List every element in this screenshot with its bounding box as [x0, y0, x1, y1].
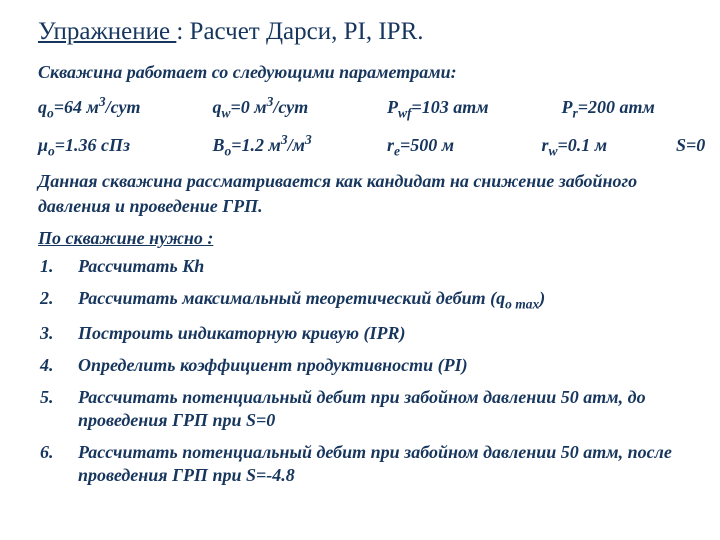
tasks-title: По скважине нужно : — [38, 228, 690, 249]
tasks-list: Рассчитать Kh Рассчитать максимальный те… — [38, 255, 690, 487]
title-rest: : Расчет Дарси, PI, IPR. — [176, 18, 423, 45]
param-qo: qo=64 м3/сут — [38, 94, 208, 122]
param-pr: Pr=200 атм — [562, 97, 692, 122]
intro-line: Скважина работает со следующими параметр… — [38, 60, 690, 84]
params-row-2: μo=1.36 сПз Bo=1.2 м3/м3 re=500 м rw=0.1… — [38, 132, 690, 160]
task-5: Рассчитать потенциальный дебит при забой… — [58, 386, 690, 432]
param-qw: qw=0 м3/сут — [213, 94, 383, 122]
title-underlined: Упражнение — [38, 18, 176, 45]
param-re: re=500 м — [387, 135, 537, 160]
task-6: Рассчитать потенциальный дебит при забой… — [58, 441, 690, 487]
param-s: S=0 — [676, 135, 720, 156]
task-3: Построить индикаторную кривую (IPR) — [58, 322, 690, 345]
param-mu: μo=1.36 сПз — [38, 135, 208, 160]
param-pwf: Pwf=103 атм — [387, 97, 557, 122]
task-1: Рассчитать Kh — [58, 255, 690, 278]
param-bo: Bo=1.2 м3/м3 — [213, 132, 383, 160]
param-rw: rw=0.1 м — [542, 135, 672, 160]
page-title: Упражнение : Расчет Дарси, PI, IPR. — [38, 18, 690, 46]
task-4: Определить коэффициент продуктивности (P… — [58, 354, 690, 377]
exercise-slide: Упражнение : Расчет Дарси, PI, IPR. Сква… — [0, 0, 720, 540]
params-row-1: qo=64 м3/сут qw=0 м3/сут Pwf=103 атм Pr=… — [38, 94, 690, 122]
description: Данная скважина рассматривается как канд… — [38, 169, 690, 218]
task-2: Рассчитать максимальный теоретический де… — [58, 287, 690, 313]
